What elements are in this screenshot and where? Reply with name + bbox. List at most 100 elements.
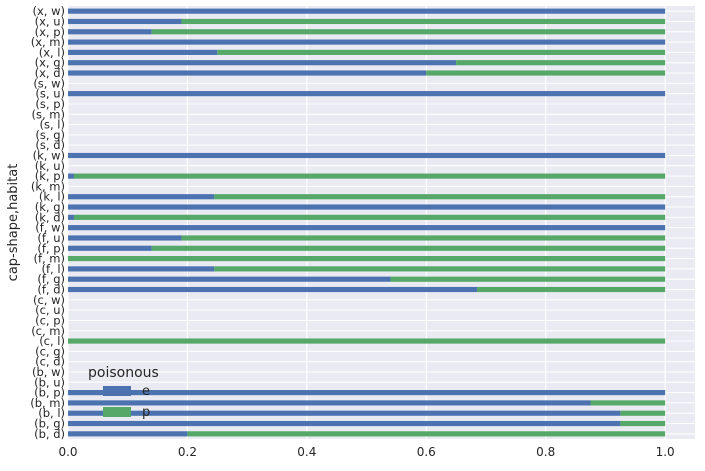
bar-p	[456, 60, 666, 66]
legend-swatch-e	[103, 386, 131, 396]
bar-e	[68, 70, 427, 76]
y-tick-label: (s, p)	[35, 97, 65, 111]
bar-p	[73, 173, 666, 179]
y-tick-label: (k, g)	[35, 200, 65, 214]
bar-e	[68, 431, 188, 437]
y-tick-label: (x, g)	[35, 56, 65, 70]
y-tick-label: (f, l)	[41, 262, 65, 276]
y-tick-label: (f, m)	[33, 252, 65, 266]
y-tick-label: (k, l)	[39, 190, 65, 204]
y-tick-label: (c, w)	[33, 293, 65, 307]
bar-p	[217, 49, 666, 55]
y-tick-label: (k, u)	[35, 159, 65, 173]
bar-p	[73, 214, 666, 220]
y-tick-label: (b, g)	[34, 417, 65, 431]
y-tick-label: (x, d)	[35, 66, 65, 80]
bar-p	[187, 431, 666, 437]
y-tick-label: (b, l)	[38, 406, 65, 420]
y-tick-label: (x, p)	[35, 25, 65, 39]
bar-p	[181, 18, 666, 25]
bar-e	[68, 286, 478, 293]
bar-e	[68, 400, 591, 406]
bar-e	[68, 18, 182, 25]
y-tick-label: (k, m)	[31, 179, 65, 193]
y-tick-label: (x, u)	[35, 14, 65, 28]
y-tick-label: (s, l)	[40, 118, 65, 132]
y-tick-label: (c, m)	[31, 324, 65, 338]
bar-p	[68, 256, 666, 262]
y-tick-label: (x, m)	[31, 35, 65, 49]
y-tick-label: (f, d)	[37, 283, 65, 297]
bar-p	[390, 276, 666, 282]
x-tick-labels: 0.0 0.2 0.4 0.6 0.8 1.0	[58, 445, 674, 459]
bar-e	[68, 60, 457, 66]
bar-e	[68, 49, 218, 55]
x-tick-label: 0.2	[178, 445, 197, 459]
bar-p	[68, 338, 666, 344]
bar-e	[68, 266, 215, 272]
bar-p	[426, 70, 666, 76]
bar-e	[68, 39, 666, 45]
y-tick-label: (f, u)	[37, 231, 65, 245]
y-tick-label: (f, w)	[35, 221, 65, 235]
y-axis-label: cap-shape,habitat	[6, 164, 21, 282]
legend-label: p	[142, 405, 150, 420]
bar-e	[68, 29, 152, 35]
x-tick-label: 0.4	[297, 445, 316, 459]
bar-e	[68, 390, 666, 396]
bar-p	[620, 420, 666, 427]
y-tick-label: (s, d)	[35, 138, 65, 152]
x-tick-label: 0.6	[417, 445, 436, 459]
bar-e	[68, 8, 666, 14]
y-tick-label: (k, p)	[35, 169, 65, 183]
legend: poisonous ep	[88, 365, 159, 420]
y-tick-label: (b, u)	[34, 375, 65, 389]
plot-background	[68, 6, 695, 439]
y-tick-label: (s, m)	[32, 107, 65, 121]
bar-e	[68, 204, 666, 210]
bar-e	[68, 173, 74, 179]
y-tick-label: (x, l)	[39, 45, 65, 59]
bar-e	[68, 235, 182, 241]
y-tick-label: (x, w)	[33, 4, 66, 18]
bar-p	[590, 400, 666, 406]
y-tick-labels: (b, d)(b, g)(b, l)(b, m)(b, p)(b, u)(b, …	[30, 4, 65, 441]
bar-e	[68, 91, 666, 97]
y-tick-label: (b, w)	[32, 365, 65, 379]
y-tick-label: (c, l)	[39, 334, 65, 348]
legend-swatch-p	[103, 407, 131, 417]
y-tick-label: (f, g)	[37, 272, 65, 286]
bar-p	[214, 194, 666, 200]
y-tick-label: (b, p)	[34, 386, 65, 400]
bar-p	[151, 245, 666, 251]
y-tick-label: (f, p)	[37, 241, 65, 255]
bar-e	[68, 276, 391, 282]
y-tick-label: (s, g)	[35, 128, 65, 142]
bar-e	[68, 410, 621, 416]
x-tick-label: 0.0	[58, 445, 77, 459]
y-tick-label: (b, m)	[30, 396, 65, 410]
bar-p	[214, 266, 666, 272]
y-tick-label: (b, d)	[34, 427, 65, 441]
y-tick-label: (s, w)	[33, 76, 65, 90]
y-tick-label: (c, u)	[35, 303, 65, 317]
bar-p	[181, 235, 666, 241]
x-tick-label: 1.0	[656, 445, 675, 459]
bar-e	[68, 225, 666, 231]
bar-p	[151, 29, 666, 35]
bar-e	[68, 245, 152, 251]
bar-p	[620, 410, 666, 416]
y-tick-label: (k, w)	[33, 148, 65, 162]
bar-e	[68, 152, 666, 159]
y-tick-label: (c, g)	[35, 344, 65, 358]
bar-p	[477, 286, 666, 293]
y-tick-label: (s, u)	[35, 87, 65, 101]
legend-title: poisonous	[88, 365, 159, 381]
legend-label: e	[142, 384, 150, 399]
bars	[68, 8, 666, 437]
bar-e	[68, 420, 621, 427]
y-tick-label: (k, d)	[35, 210, 65, 224]
y-tick-label: (c, d)	[35, 355, 65, 369]
